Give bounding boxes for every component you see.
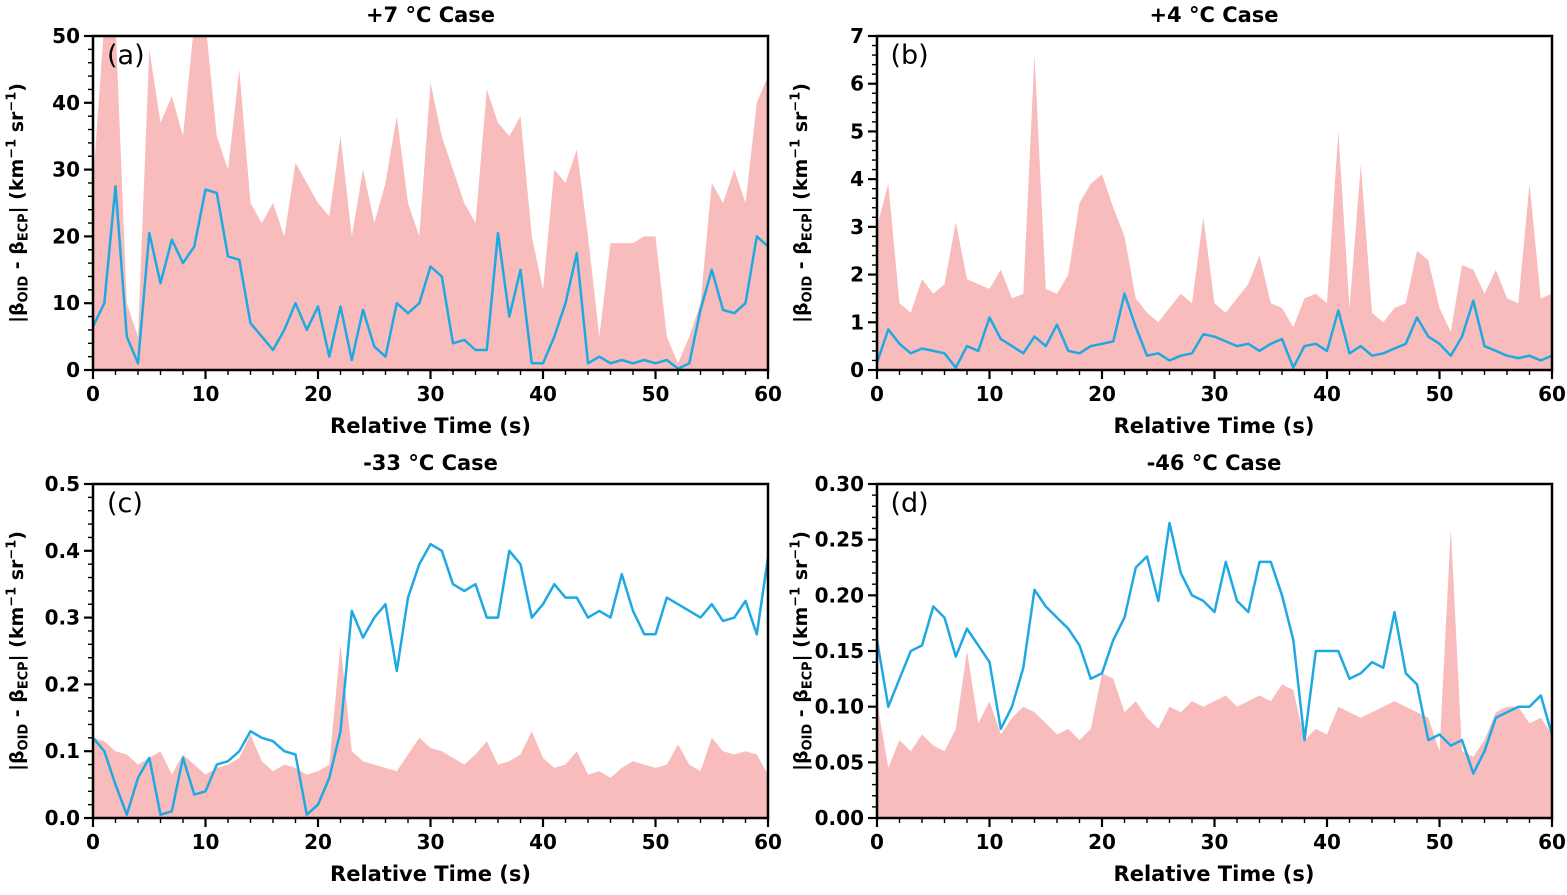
major-ticks <box>867 34 1553 379</box>
x-tick-label: 60 <box>754 830 782 854</box>
x-tick-label: 10 <box>975 830 1003 854</box>
y-tick-label: 0 <box>66 358 80 382</box>
y-tick-label: 0.1 <box>45 739 80 763</box>
line-series <box>93 185 768 370</box>
plot-canvas: 0 10 20 30 40 50 60 0.00 0.05 0.10 0.15 0.20 0.25 0.3… <box>814 472 1566 854</box>
y-tick-label: 10 <box>52 291 80 315</box>
y-tick-label: 0.20 <box>814 583 863 607</box>
y-tick-label: 50 <box>52 24 80 48</box>
y-tick-label: 6 <box>850 72 864 96</box>
x-tick-label: 10 <box>192 830 220 854</box>
x-tick-label: 30 <box>1200 382 1228 406</box>
x-tick-label: 40 <box>1313 382 1341 406</box>
x-tick-label: 60 <box>1538 382 1566 406</box>
y-axis-label: |βOID - βECP| (km−1 sr−1) <box>787 83 816 323</box>
x-tick-label: 20 <box>1088 830 1116 854</box>
panel-letter: (d) <box>890 487 929 519</box>
y-tick-label: 0.00 <box>814 806 863 830</box>
y-tick-label: 0.0 <box>45 806 80 830</box>
plot-canvas: 0 10 20 30 40 50 60 0 1 2 3 4 5 6 7 <box>850 24 1566 406</box>
y-tick-label: 3 <box>850 215 864 239</box>
panel-letter: (b) <box>890 40 929 71</box>
y-tick-label: 0.5 <box>45 472 80 496</box>
major-ticks <box>84 482 770 827</box>
y-tick-label: 1 <box>850 310 864 334</box>
y-tick-label: 2 <box>850 263 864 287</box>
x-tick-label: 0 <box>86 830 100 854</box>
plot-canvas: 0 10 20 30 40 50 60 0 10 20 30 40 50 <box>52 24 782 406</box>
chart-title: +7 °C Case <box>365 3 496 27</box>
x-tick-label: 20 <box>304 830 332 854</box>
y-tick-label: 20 <box>52 224 80 248</box>
x-tick-label: 50 <box>642 382 670 406</box>
x-tick-label: 0 <box>870 382 884 406</box>
y-tick-label: 0.05 <box>814 750 863 774</box>
chart-title: -46 °C Case <box>1146 450 1282 475</box>
y-tick-label: 0.15 <box>814 639 863 663</box>
major-ticks <box>867 482 1553 827</box>
x-tick-label: 10 <box>975 382 1003 406</box>
chart-title: +4 °C Case <box>1149 3 1279 27</box>
panel-letter: (a) <box>107 40 145 71</box>
x-tick-label: 10 <box>192 382 220 406</box>
chart-title: -33 °C Case <box>363 450 498 475</box>
x-axis-label: Relative Time (s) <box>1113 861 1315 886</box>
plot-canvas: 0 10 20 30 40 50 60 0.0 0.1 0.2 0.3 0.4 0.5 <box>45 472 782 854</box>
y-tick-label: 5 <box>850 119 864 143</box>
minor-ticks <box>871 493 1530 823</box>
area-series <box>876 55 1552 370</box>
x-tick-label: 20 <box>1088 382 1116 406</box>
y-tick-label: 7 <box>850 24 864 48</box>
y-tick-label: 0.4 <box>45 538 80 562</box>
minor-ticks <box>88 496 747 823</box>
x-axis-label: Relative Time (s) <box>330 414 531 438</box>
y-axis-label: |βOID - βECP| (km−1 sr−1) <box>4 530 32 771</box>
x-tick-label: 0 <box>86 382 100 406</box>
area-series <box>876 528 1552 818</box>
panel-c: 0 10 20 30 40 50 60 0.0 0.1 0.2 0.3 0.4 0.5 -33 °C C… <box>0 448 784 895</box>
line-series <box>876 521 1552 775</box>
x-tick-label: 60 <box>754 382 782 406</box>
y-tick-label: 0.10 <box>814 694 863 718</box>
panel-letter: (c) <box>107 487 143 519</box>
y-axis-label: |βOID - βECP| (km−1 sr−1) <box>4 83 32 323</box>
x-tick-label: 20 <box>304 382 332 406</box>
x-tick-label: 30 <box>417 382 445 406</box>
x-tick-label: 50 <box>1425 382 1453 406</box>
y-tick-label: 40 <box>52 91 80 115</box>
panel-d: 0 10 20 30 40 50 60 0.00 0.05 0.10 0.15 0.20 0.25 0.3… <box>784 448 1567 895</box>
line-series <box>93 542 768 816</box>
y-tick-label: 4 <box>850 167 864 191</box>
y-tick-label: 0.30 <box>814 472 863 496</box>
y-tick-label: 0.2 <box>45 672 80 696</box>
x-axis-label: Relative Time (s) <box>330 861 531 886</box>
x-tick-label: 40 <box>529 830 557 854</box>
panel-a: 0 10 20 30 40 50 60 0 10 20 30 40 50 +7 °C Case |βOI… <box>0 0 784 448</box>
area-series <box>93 36 768 370</box>
y-tick-label: 0.3 <box>45 605 80 629</box>
minor-ticks <box>871 44 1530 375</box>
x-tick-label: 40 <box>529 382 557 406</box>
x-tick-label: 0 <box>870 830 884 854</box>
y-tick-label: 0 <box>850 358 864 382</box>
y-tick-label: 0.25 <box>814 527 863 551</box>
y-tick-label: 30 <box>52 158 80 182</box>
panel-b: 0 10 20 30 40 50 60 0 1 2 3 4 5 6 7 +4 °C Case |βOID -… <box>784 0 1567 448</box>
x-tick-label: 30 <box>417 830 445 854</box>
y-axis-label: |βOID - βECP| (km−1 sr−1) <box>787 530 816 771</box>
x-axis-label: Relative Time (s) <box>1113 414 1315 438</box>
line-series <box>876 292 1552 369</box>
area-series <box>93 643 768 818</box>
x-tick-label: 30 <box>1200 830 1228 854</box>
minor-ticks <box>88 48 747 375</box>
x-tick-label: 40 <box>1313 830 1341 854</box>
x-tick-label: 60 <box>1538 830 1566 854</box>
major-ticks <box>84 34 770 379</box>
x-tick-label: 50 <box>1425 830 1453 854</box>
x-tick-label: 50 <box>642 830 670 854</box>
